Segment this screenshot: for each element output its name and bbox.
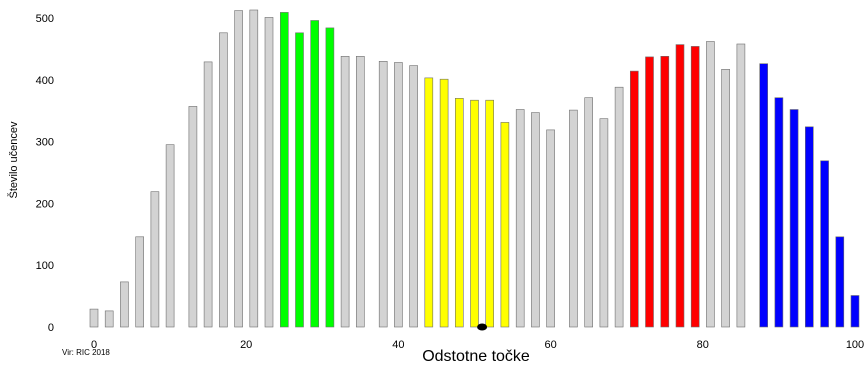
bar-red-34 [629, 70, 639, 328]
bar-yellow-21 [424, 77, 434, 328]
bar-yellow-23 [454, 98, 464, 328]
bar-blue-46 [820, 160, 829, 328]
bar-gray-39 [706, 41, 715, 328]
bar-gray-6 [188, 106, 198, 328]
bar-blue-42 [759, 63, 769, 328]
bar-gray-32 [599, 118, 609, 328]
bar-gray-1 [104, 310, 114, 328]
bar-gray-16 [340, 55, 350, 328]
bar-gray-0 [89, 308, 99, 328]
bar-green-12 [279, 12, 289, 328]
x-axis-ticks: 0 20 40 60 80 100 [91, 339, 864, 351]
bar-gray-20 [409, 65, 418, 328]
x-tick-label-40: 40 [392, 339, 404, 351]
bar-gray-3 [135, 236, 144, 328]
y-tick-label-400: 400 [36, 75, 54, 87]
x-axis-title: Odstotne točke [422, 348, 530, 365]
bar-blue-44 [789, 109, 799, 328]
bar-yellow-22 [439, 78, 449, 328]
y-tick-label-100: 100 [36, 260, 54, 272]
bar-red-38 [690, 46, 700, 328]
x-tick-label-0: 0 [91, 339, 97, 351]
bar-gray-40 [721, 69, 730, 328]
bar-blue-48 [850, 295, 860, 328]
x-tick-label-100: 100 [846, 339, 864, 351]
bar-green-14 [310, 20, 320, 328]
y-tick-label-200: 200 [36, 198, 54, 210]
bar-gray-2 [120, 281, 129, 328]
bar-green-13 [295, 32, 304, 328]
bar-gray-8 [219, 32, 228, 328]
bar-gray-41 [736, 43, 746, 328]
bar-gray-18 [378, 60, 388, 328]
x-tick-label-80: 80 [697, 339, 709, 351]
y-axis-ticks: 0 100 200 300 400 500 [36, 13, 54, 334]
bar-yellow-24 [470, 99, 479, 328]
bar-gray-11 [264, 17, 274, 328]
x-tick-label-60: 60 [544, 339, 556, 351]
bar-red-35 [645, 56, 654, 328]
x-tick-label-20: 20 [240, 339, 252, 351]
bar-gray-30 [569, 109, 578, 328]
bar-gray-29 [546, 129, 555, 328]
bar-gray-5 [165, 144, 175, 328]
bar-gray-10 [249, 9, 259, 328]
bar-blue-45 [804, 126, 814, 328]
source-note: Vir: RIC 2018 [62, 348, 110, 357]
bar-gray-33 [614, 86, 624, 328]
bar-yellow-25 [485, 99, 495, 328]
bar-blue-47 [835, 236, 845, 328]
y-axis-title: Število učencev [7, 121, 20, 199]
bar-gray-19 [394, 62, 403, 328]
bars-group [89, 9, 860, 328]
y-tick-label-300: 300 [36, 137, 54, 149]
bar-green-15 [325, 27, 335, 328]
mean-marker [477, 323, 488, 331]
bar-red-36 [660, 55, 670, 328]
bar-gray-17 [355, 55, 365, 328]
marker-group [477, 323, 488, 331]
bar-blue-43 [774, 97, 784, 328]
bar-yellow-26 [500, 122, 510, 328]
y-tick-label-0: 0 [48, 322, 54, 334]
bar-gray-31 [584, 97, 594, 328]
bar-gray-9 [234, 10, 243, 328]
y-tick-label-500: 500 [36, 13, 54, 25]
bar-red-37 [675, 44, 685, 328]
bar-gray-7 [203, 61, 213, 328]
bar-gray-4 [150, 191, 160, 328]
bar-gray-27 [515, 109, 525, 328]
bar-gray-28 [531, 112, 540, 328]
